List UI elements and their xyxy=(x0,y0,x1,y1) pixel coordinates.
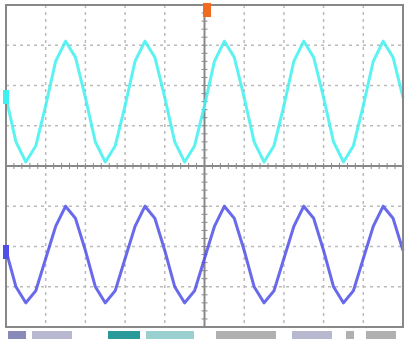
status-block xyxy=(32,331,72,339)
status-block xyxy=(8,331,26,339)
status-block xyxy=(146,331,194,339)
status-block xyxy=(216,331,276,339)
status-block xyxy=(366,331,396,339)
ch2-ground-marker xyxy=(3,245,9,259)
status-block xyxy=(292,331,332,339)
status-bar xyxy=(6,329,403,341)
oscilloscope-screen xyxy=(0,0,405,341)
ch1-ground-marker xyxy=(3,90,9,104)
page: {"chart_data": {"type": "line", "x": [-5… xyxy=(0,0,405,341)
trigger-position-marker xyxy=(203,3,211,17)
status-block xyxy=(346,331,354,339)
status-block xyxy=(108,331,140,339)
